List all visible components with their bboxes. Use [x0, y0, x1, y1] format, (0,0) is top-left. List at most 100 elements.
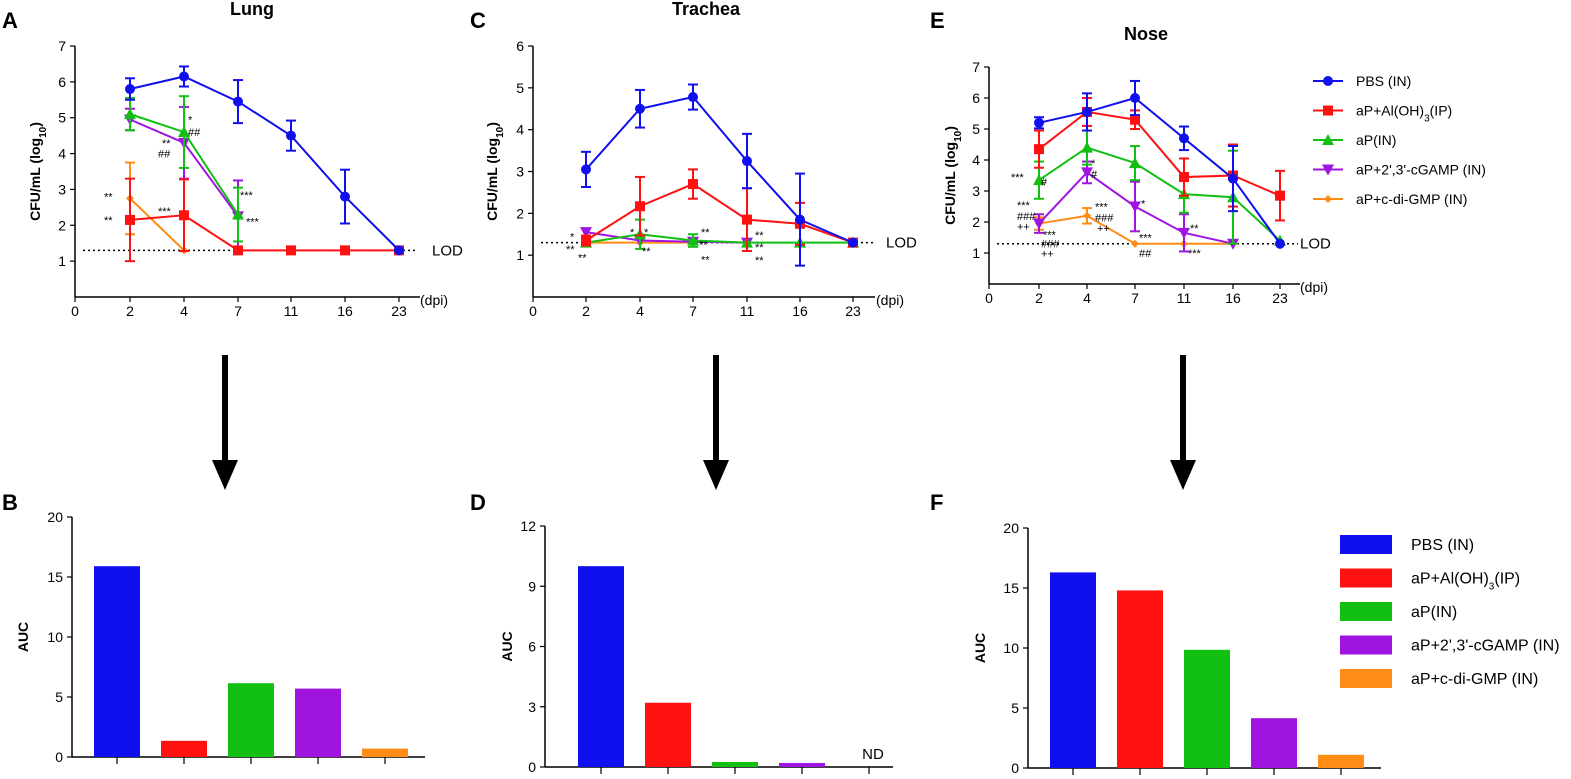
y-axis-label: AUC	[499, 631, 515, 661]
y-tick-label: 10	[1003, 640, 1019, 656]
data-point	[795, 214, 805, 225]
series-line	[585, 233, 853, 244]
significance-annotation: ###	[1041, 239, 1060, 251]
significance-annotation: **	[642, 246, 651, 258]
data-point	[1131, 239, 1139, 248]
panel-label-e: E	[930, 8, 945, 33]
y-axis-label: AUC	[15, 622, 31, 652]
y-tick-label: 5	[972, 121, 980, 137]
significance-annotation: **	[701, 254, 710, 266]
data-point	[1228, 173, 1238, 184]
bar-legend-item-ap-2-3-cgamp-in: aP+2',3'-cGAMP (IN)	[1340, 635, 1560, 655]
data-point	[1033, 174, 1045, 186]
data-point	[394, 245, 404, 256]
legend-label: PBS (IN)	[1356, 73, 1411, 89]
significance-annotation: ***	[1139, 233, 1153, 245]
y-tick-label: 6	[516, 38, 524, 54]
y-tick-label: 10	[47, 629, 63, 645]
x-tick-label: 16	[792, 303, 808, 319]
data-point	[688, 179, 698, 190]
data-point	[581, 164, 591, 175]
y-tick-label: 1	[58, 253, 66, 269]
significance-annotation: ##	[188, 127, 201, 139]
y-tick-label: 2	[58, 217, 66, 233]
significance-annotation: *	[188, 115, 193, 127]
series-line	[129, 214, 399, 252]
data-point	[1081, 141, 1093, 153]
data-point	[1129, 157, 1141, 169]
bar-ap-in	[1184, 649, 1230, 768]
x-tick-label: 2	[1035, 290, 1043, 306]
x-tick-label: 7	[1131, 290, 1139, 306]
significance-annotation: **	[162, 138, 171, 150]
y-tick-label: 15	[47, 569, 63, 585]
x-tick-label: 7	[234, 303, 242, 319]
y-tick-label: 5	[1011, 700, 1019, 716]
y-tick-label: 4	[972, 152, 980, 168]
bar-legend: PBS (IN) aP+Al(OH)3(IP) aP(IN) aP+2',3'-cGA…	[1340, 535, 1560, 688]
x-tick-label: 23	[391, 303, 407, 319]
series-line	[129, 75, 400, 252]
y-tick-label: 15	[1003, 580, 1019, 596]
significance-annotation: **	[755, 242, 764, 254]
x-tick-label: 11	[1177, 290, 1192, 306]
data-point	[1275, 190, 1285, 201]
significance-annotation: ###	[1095, 212, 1114, 224]
data-point	[179, 71, 189, 82]
series-line	[585, 182, 854, 244]
significance-annotation: **	[701, 227, 710, 239]
y-axis-label: CFU/mL (log10)	[484, 122, 506, 221]
chart-title: Nose	[1124, 24, 1168, 44]
y-tick-label: 0	[528, 759, 536, 775]
panel-label-c: C	[470, 8, 486, 33]
panel-label-d: D	[470, 490, 486, 515]
y-tick-label: 7	[972, 59, 980, 75]
bar-legend-item-ap-c-di-gmp-in: aP+c-di-GMP (IN)	[1340, 669, 1538, 688]
data-point	[233, 245, 243, 256]
y-axis-label: AUC	[972, 633, 988, 663]
significance-annotation: **	[578, 252, 587, 264]
x-tick-label: 4	[1083, 290, 1091, 306]
data-point	[1034, 144, 1044, 155]
data-point	[286, 245, 296, 256]
x-tick-label: 11	[740, 303, 755, 319]
x-tick-label: 7	[689, 303, 697, 319]
significance-annotation: **	[566, 244, 575, 256]
x-tick-label: 23	[845, 303, 861, 319]
x-tick-label: 0	[71, 303, 79, 319]
y-tick-label: 5	[516, 80, 524, 96]
series-ap-in	[124, 95, 244, 243]
y-tick-label: 1	[516, 247, 524, 263]
series-line	[129, 197, 185, 252]
legend-item-ap-2-3-cgamp-in: aP+2',3'-cGAMP (IN)	[1313, 162, 1486, 178]
significance-annotation: ***	[1011, 172, 1025, 184]
legend-swatch	[1340, 535, 1392, 554]
panel-label-f: F	[930, 490, 943, 515]
y-tick-label: 0	[55, 749, 63, 765]
bar-legend-item-ap-in: aP(IN)	[1340, 602, 1457, 621]
significance-annotation: **	[1190, 223, 1199, 235]
legend-label: aP+c-di-GMP (IN)	[1411, 671, 1538, 688]
data-point	[580, 227, 592, 239]
y-axis-label: CFU/mL (log10)	[942, 126, 964, 225]
bar-ap-al-oh-3-ip	[1117, 590, 1163, 768]
data-point	[688, 92, 698, 103]
bar-pbs-in	[1050, 572, 1096, 768]
legend-marker	[1322, 164, 1334, 176]
y-tick-label: 6	[58, 74, 66, 90]
x-tick-label: 4	[180, 303, 188, 319]
y-tick-label: 5	[58, 110, 66, 126]
legend-item-ap-c-di-gmp-in: aP+c-di-GMP (IN)	[1313, 191, 1467, 207]
significance-annotation: ##	[1139, 248, 1152, 260]
legend-label: aP+Al(OH)3(IP)	[1356, 103, 1452, 125]
significance-annotation: #	[1091, 169, 1098, 181]
y-tick-label: 6	[528, 639, 536, 655]
significance-annotation: #	[1041, 177, 1048, 189]
significance-annotation: ***	[1095, 202, 1109, 214]
lod-label: LOD	[432, 242, 463, 259]
significance-annotation: **	[755, 230, 764, 242]
not-detected-label: ND	[862, 746, 884, 763]
series-ap-in	[580, 218, 859, 250]
data-point	[179, 210, 189, 221]
